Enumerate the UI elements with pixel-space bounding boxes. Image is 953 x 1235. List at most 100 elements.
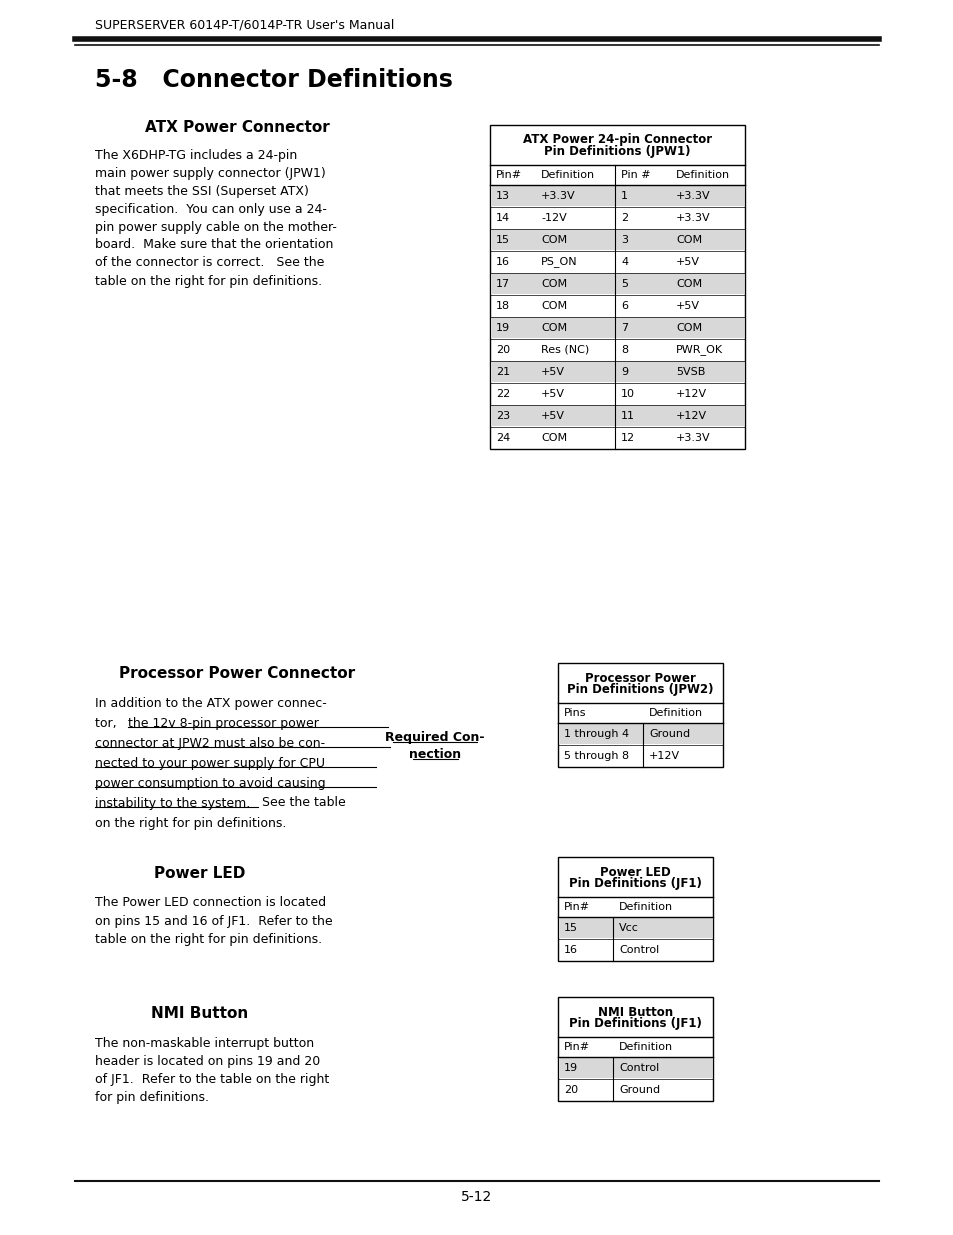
Text: 16: 16 xyxy=(496,257,510,267)
Text: the 12v 8-pin processor power: the 12v 8-pin processor power xyxy=(128,716,318,730)
Text: +3.3V: +3.3V xyxy=(676,433,710,443)
Text: Definition: Definition xyxy=(676,170,729,180)
Text: 17: 17 xyxy=(496,279,510,289)
Text: board.  Make sure that the orientation: board. Make sure that the orientation xyxy=(95,238,333,252)
Text: +3.3V: +3.3V xyxy=(676,191,710,201)
Text: 3: 3 xyxy=(620,235,627,245)
Text: Pin Definitions (JPW2): Pin Definitions (JPW2) xyxy=(567,683,713,697)
Text: Ground: Ground xyxy=(648,729,689,739)
Text: SUPERSERVER 6014P-T/6014P-TR User's Manual: SUPERSERVER 6014P-T/6014P-TR User's Manu… xyxy=(95,19,394,32)
Text: Definition: Definition xyxy=(540,170,595,180)
Text: 24: 24 xyxy=(496,433,510,443)
Text: for pin definitions.: for pin definitions. xyxy=(95,1091,209,1104)
Text: PWR_OK: PWR_OK xyxy=(676,345,722,356)
Text: 21: 21 xyxy=(496,367,510,377)
Text: +12V: +12V xyxy=(676,411,706,421)
Text: instability to the system.: instability to the system. xyxy=(95,797,250,809)
Text: main power supply connector (JPW1): main power supply connector (JPW1) xyxy=(95,167,325,179)
Text: COM: COM xyxy=(540,279,566,289)
Text: 18: 18 xyxy=(496,301,510,311)
Text: -12V: -12V xyxy=(540,212,566,224)
Text: 8: 8 xyxy=(620,345,627,354)
Text: 4: 4 xyxy=(620,257,627,267)
Text: PS_ON: PS_ON xyxy=(540,257,577,268)
Text: COM: COM xyxy=(540,324,566,333)
Text: Definition: Definition xyxy=(618,902,673,911)
Bar xyxy=(491,405,743,426)
Bar xyxy=(558,997,712,1100)
Text: Pin#: Pin# xyxy=(496,170,521,180)
Text: Power LED: Power LED xyxy=(154,866,246,881)
Text: +5V: +5V xyxy=(540,367,564,377)
Text: Control: Control xyxy=(618,1063,659,1073)
Text: specification.  You can only use a 24-: specification. You can only use a 24- xyxy=(95,203,327,215)
Text: ATX Power 24-pin Connector: ATX Power 24-pin Connector xyxy=(522,133,711,147)
Text: Processor Power Connector: Processor Power Connector xyxy=(119,666,355,680)
Text: 7: 7 xyxy=(620,324,627,333)
Text: 5VSB: 5VSB xyxy=(676,367,704,377)
Bar xyxy=(558,663,722,767)
Text: Ground: Ground xyxy=(618,1086,659,1095)
Text: Definition: Definition xyxy=(648,708,702,718)
Text: header is located on pins 19 and 20: header is located on pins 19 and 20 xyxy=(95,1055,320,1067)
Text: power consumption to avoid causing: power consumption to avoid causing xyxy=(95,777,325,789)
Text: 2: 2 xyxy=(620,212,627,224)
Bar xyxy=(491,273,743,294)
Text: 12: 12 xyxy=(620,433,635,443)
Bar xyxy=(491,317,743,338)
Text: 5 through 8: 5 through 8 xyxy=(563,751,628,761)
Text: Required Con-: Required Con- xyxy=(385,731,484,745)
Text: 9: 9 xyxy=(620,367,627,377)
Text: COM: COM xyxy=(540,301,566,311)
Text: 22: 22 xyxy=(496,389,510,399)
Text: NMI Button: NMI Button xyxy=(598,1005,673,1019)
Text: In addition to the ATX power connec-: In addition to the ATX power connec- xyxy=(95,697,327,709)
Text: COM: COM xyxy=(676,279,701,289)
Text: 1 through 4: 1 through 4 xyxy=(563,729,628,739)
Text: Pin Definitions (JF1): Pin Definitions (JF1) xyxy=(569,1018,701,1030)
Text: Definition: Definition xyxy=(618,1042,673,1052)
Text: +5V: +5V xyxy=(676,301,700,311)
Text: Processor Power: Processor Power xyxy=(584,672,695,684)
Text: 11: 11 xyxy=(620,411,635,421)
Text: of the connector is correct.   See the: of the connector is correct. See the xyxy=(95,257,324,269)
Text: that meets the SSI (Superset ATX): that meets the SSI (Superset ATX) xyxy=(95,184,309,198)
Text: Control: Control xyxy=(618,945,659,955)
Bar xyxy=(558,918,711,939)
Text: table on the right for pin definitions.: table on the right for pin definitions. xyxy=(95,274,322,288)
Bar xyxy=(491,361,743,382)
Text: Pin Definitions (JPW1): Pin Definitions (JPW1) xyxy=(543,146,690,158)
Text: 5: 5 xyxy=(620,279,627,289)
Text: +3.3V: +3.3V xyxy=(540,191,575,201)
Bar xyxy=(558,722,721,743)
Text: Power LED: Power LED xyxy=(599,866,670,878)
Text: nected to your power supply for CPU: nected to your power supply for CPU xyxy=(95,757,325,769)
Text: 16: 16 xyxy=(563,945,578,955)
Text: +5V: +5V xyxy=(676,257,700,267)
Bar xyxy=(558,857,712,961)
Bar xyxy=(491,185,743,206)
Text: The non-maskable interrupt button: The non-maskable interrupt button xyxy=(95,1036,314,1050)
Text: See the table: See the table xyxy=(257,797,345,809)
Text: ATX Power Connector: ATX Power Connector xyxy=(145,120,329,135)
Text: +12V: +12V xyxy=(648,751,679,761)
Text: Vcc: Vcc xyxy=(618,923,639,932)
Text: 19: 19 xyxy=(496,324,510,333)
Text: 14: 14 xyxy=(496,212,510,224)
Text: Pin#: Pin# xyxy=(563,1042,590,1052)
Text: Pin#: Pin# xyxy=(563,902,590,911)
Text: 5-12: 5-12 xyxy=(461,1191,492,1204)
Text: +3.3V: +3.3V xyxy=(676,212,710,224)
Text: Pins: Pins xyxy=(563,708,586,718)
Text: 15: 15 xyxy=(496,235,510,245)
Text: 13: 13 xyxy=(496,191,510,201)
Text: COM: COM xyxy=(540,235,566,245)
Text: on the right for pin definitions.: on the right for pin definitions. xyxy=(95,816,286,830)
Text: The X6DHP-TG includes a 24-pin: The X6DHP-TG includes a 24-pin xyxy=(95,148,297,162)
Bar xyxy=(490,125,744,450)
Text: pin power supply cable on the mother-: pin power supply cable on the mother- xyxy=(95,221,336,233)
Text: 5-8   Connector Definitions: 5-8 Connector Definitions xyxy=(95,68,453,91)
Text: on pins 15 and 16 of JF1.  Refer to the: on pins 15 and 16 of JF1. Refer to the xyxy=(95,914,333,927)
Text: NMI Button: NMI Button xyxy=(152,1005,249,1020)
Text: 20: 20 xyxy=(496,345,510,354)
